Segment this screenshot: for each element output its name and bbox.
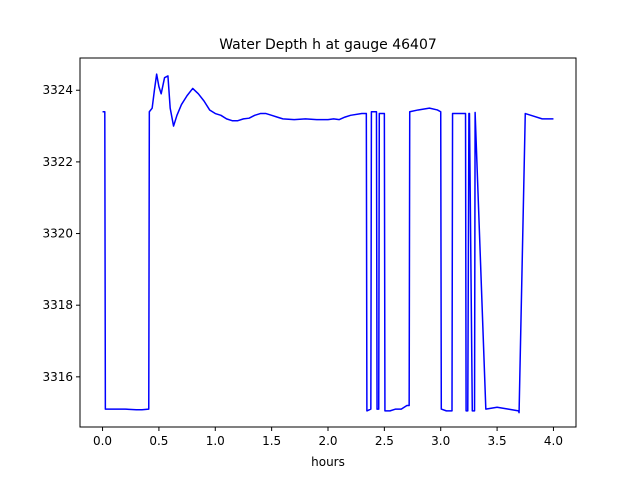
y-tick-label: 3320: [42, 227, 73, 241]
x-tick-label: 4.0: [544, 434, 563, 448]
x-axis-label: hours: [311, 455, 345, 469]
x-tick-label: 1.5: [262, 434, 281, 448]
series-line-0: [102, 73, 554, 414]
x-tick-label: 0.5: [149, 434, 168, 448]
plot-frame: [79, 57, 577, 428]
x-tick-label: 0.0: [93, 434, 112, 448]
x-tick-label: 1.0: [206, 434, 225, 448]
x-tick-label: 3.5: [488, 434, 507, 448]
chart-title: Water Depth h at gauge 46407: [219, 37, 437, 53]
plot-area: [102, 73, 554, 414]
y-tick-label: 3316: [42, 370, 73, 384]
x-tick-label: 3.0: [431, 434, 450, 448]
axis-ticks: 0.0 0.5 1.0 1.5 2.0 2.5 3.0 3.5 4.0 3316 3318 3320 3…: [42, 83, 563, 448]
x-tick-label: 2.5: [375, 434, 394, 448]
x-tick-label: 2.0: [318, 434, 337, 448]
y-tick-label: 3322: [42, 155, 73, 169]
y-tick-label: 3324: [42, 83, 73, 97]
y-tick-label: 3318: [42, 298, 73, 312]
